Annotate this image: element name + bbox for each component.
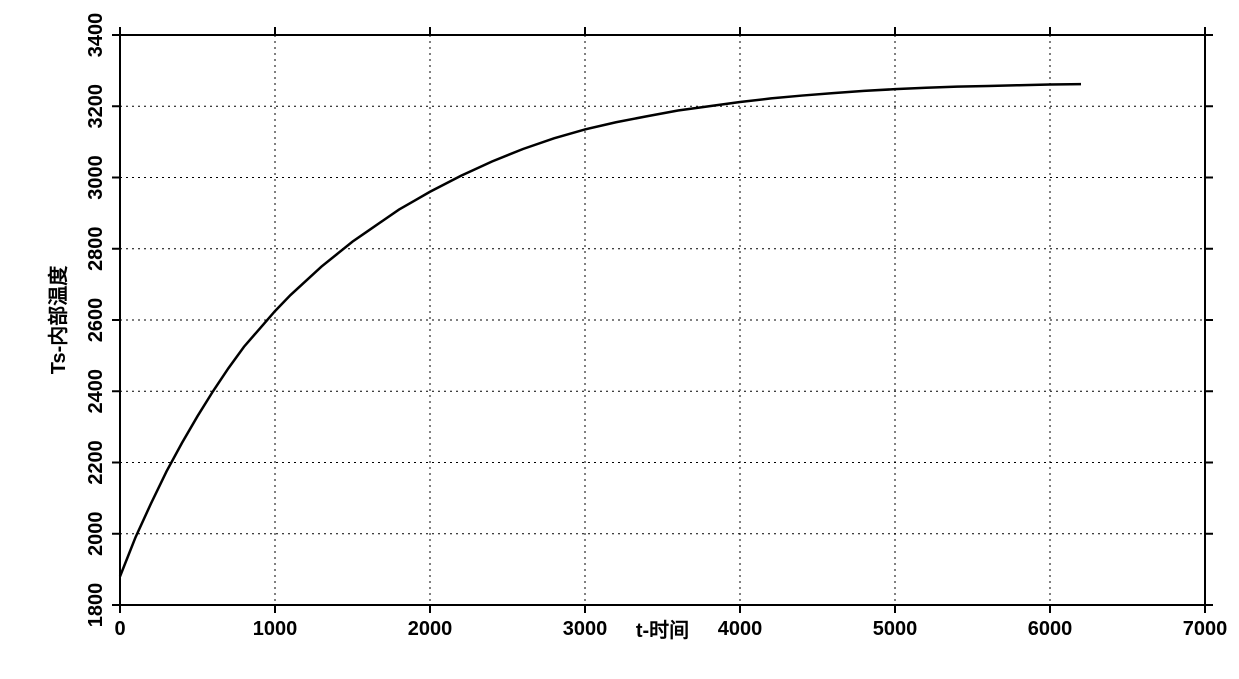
svg-text:3000: 3000 xyxy=(563,618,608,640)
chart-svg: 0 1000 2000 3000 4000 5000 6000 7000 1800 2000 22… xyxy=(10,10,1229,669)
y-axis-label: Ts-内部温度 xyxy=(46,265,70,375)
svg-text:3000: 3000 xyxy=(85,155,107,200)
svg-text:6000: 6000 xyxy=(1028,618,1073,640)
temperature-curve xyxy=(120,84,1081,576)
svg-text:2800: 2800 xyxy=(85,227,107,272)
svg-text:2400: 2400 xyxy=(85,369,107,414)
svg-text:3200: 3200 xyxy=(85,84,107,129)
svg-text:7000: 7000 xyxy=(1183,618,1228,640)
svg-text:0: 0 xyxy=(114,618,125,640)
svg-text:4000: 4000 xyxy=(718,618,763,640)
svg-text:1000: 1000 xyxy=(253,618,298,640)
svg-text:2000: 2000 xyxy=(408,618,453,640)
svg-text:2200: 2200 xyxy=(85,440,107,485)
x-axis-label: t-时间 xyxy=(636,619,689,642)
svg-text:1800: 1800 xyxy=(85,583,107,628)
chart-container: 0 1000 2000 3000 4000 5000 6000 7000 1800 2000 22… xyxy=(10,10,1229,669)
svg-text:3400: 3400 xyxy=(85,13,107,58)
svg-text:2000: 2000 xyxy=(85,512,107,557)
svg-text:2600: 2600 xyxy=(85,298,107,343)
y-tick-labels: 1800 2000 2200 2400 2600 2800 3000 3200 3400 xyxy=(85,13,107,628)
grid-lines xyxy=(120,35,1205,605)
svg-text:5000: 5000 xyxy=(873,618,918,640)
